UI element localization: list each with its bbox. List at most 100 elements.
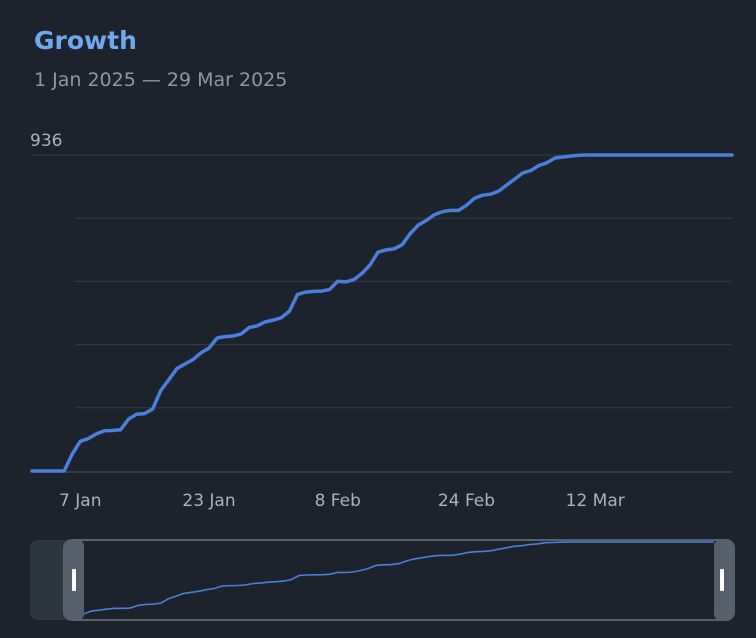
data-point (272, 319, 275, 322)
data-point (634, 154, 637, 157)
x-tick-label: 8 Feb (315, 491, 361, 511)
data-point (103, 429, 106, 432)
data-point (385, 248, 388, 251)
navigator-right-handle[interactable] (714, 540, 734, 620)
data-point (602, 154, 605, 157)
data-point (409, 232, 412, 235)
data-point (674, 154, 677, 157)
data-point (586, 154, 589, 157)
navigator[interactable] (30, 539, 735, 621)
data-point (248, 326, 251, 329)
data-point (497, 190, 500, 193)
data-point (63, 470, 66, 473)
data-point (224, 335, 227, 338)
data-point (505, 184, 508, 187)
x-tick-labels: 7 Jan 23 Jan 8 Feb 24 Feb 12 Mar (59, 491, 625, 511)
data-point (594, 154, 597, 157)
data-point (119, 428, 122, 431)
data-point (457, 209, 460, 212)
data-point (167, 378, 170, 381)
data-point (87, 437, 90, 440)
data-point (312, 290, 315, 293)
data-point (320, 290, 323, 293)
data-point (401, 243, 404, 246)
grid-lines (32, 154, 732, 409)
data-point (650, 154, 653, 157)
data-point (698, 154, 701, 157)
data-point (570, 155, 573, 158)
data-point (481, 194, 484, 197)
data-point (79, 440, 82, 443)
data-point (352, 278, 355, 281)
data-point (537, 164, 540, 167)
navigator-line (83, 541, 714, 615)
navigator-selection[interactable] (63, 539, 735, 621)
data-point (240, 332, 243, 335)
data-point (610, 154, 613, 157)
x-tick-label: 24 Feb (438, 491, 495, 511)
data-point (31, 470, 34, 473)
data-point (143, 412, 146, 415)
x-tick-label: 7 Jan (59, 491, 101, 511)
chart-title: Growth (34, 26, 137, 55)
data-point (642, 154, 645, 157)
series-line (30, 153, 734, 473)
navigator-left-handle[interactable] (64, 540, 84, 620)
data-point (521, 171, 524, 174)
data-point (328, 288, 331, 291)
chart-subtitle: 1 Jan 2025 — 29 Mar 2025 (34, 69, 288, 91)
data-point (731, 154, 734, 157)
data-point (296, 293, 299, 296)
data-point (71, 453, 74, 456)
x-tick-label: 23 Jan (182, 491, 235, 511)
data-point (723, 154, 726, 157)
data-point (714, 154, 717, 157)
data-point (280, 316, 283, 319)
data-point (55, 470, 58, 473)
data-point (232, 335, 235, 338)
data-point (554, 157, 557, 160)
data-point (690, 154, 693, 157)
data-point (111, 429, 114, 432)
data-point (159, 389, 162, 392)
data-point (175, 367, 178, 370)
data-point (706, 154, 709, 157)
data-point (489, 193, 492, 196)
x-tick-label: 12 Mar (566, 491, 625, 511)
data-point (304, 291, 307, 294)
data-point (618, 154, 621, 157)
data-point (473, 197, 476, 200)
data-point (562, 156, 565, 159)
data-point (264, 320, 267, 323)
data-point (441, 210, 444, 213)
data-point (200, 351, 203, 354)
data-point (465, 204, 468, 207)
data-point (417, 224, 420, 227)
data-point (135, 413, 138, 416)
data-point (208, 347, 211, 350)
data-point (39, 470, 42, 473)
data-point (513, 178, 516, 181)
data-point (626, 154, 629, 157)
data-point (47, 470, 50, 473)
data-point (425, 219, 428, 222)
data-point (216, 337, 219, 340)
data-point (433, 213, 436, 216)
data-point (377, 251, 380, 254)
data-point (529, 169, 532, 172)
data-point (666, 154, 669, 157)
data-point (256, 324, 259, 327)
data-point (360, 272, 363, 275)
data-points (31, 154, 734, 473)
data-point (336, 280, 339, 283)
data-point (658, 154, 661, 157)
data-point (151, 407, 154, 410)
data-point (578, 154, 581, 157)
data-point (127, 418, 130, 421)
data-point (183, 363, 186, 366)
data-point (288, 310, 291, 313)
data-point (368, 264, 371, 267)
data-point (191, 358, 194, 361)
